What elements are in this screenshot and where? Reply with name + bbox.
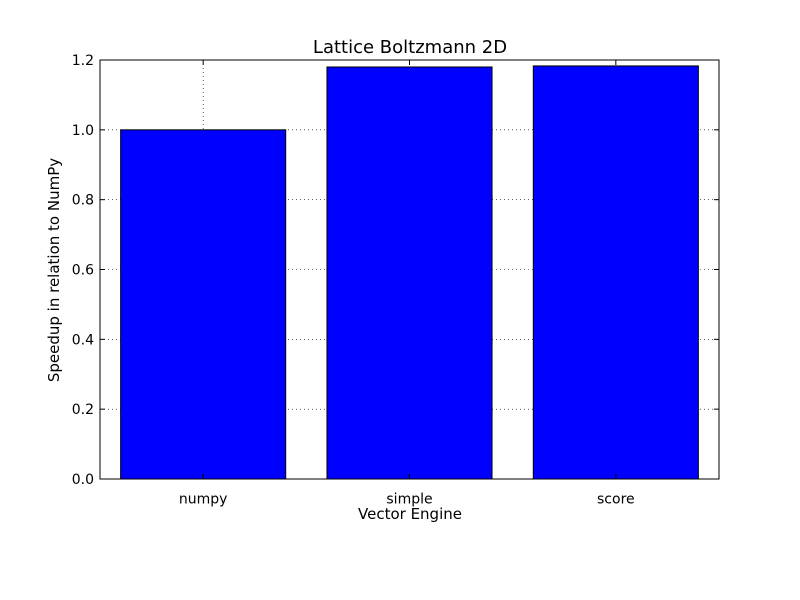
x-axis-label: Vector Engine xyxy=(358,505,462,523)
y-tick-label: 0.8 xyxy=(72,193,94,209)
y-axis-label: Speedup in relation to NumPy xyxy=(45,158,63,382)
bar-numpy xyxy=(120,129,287,480)
x-tick-label: score xyxy=(597,492,635,508)
y-tick-label: 0.2 xyxy=(72,402,94,418)
y-tick-label: 0.6 xyxy=(72,263,94,279)
bar-simple xyxy=(326,66,493,480)
y-tick-label: 0.4 xyxy=(72,332,94,348)
x-tick-label: numpy xyxy=(179,492,228,508)
bars xyxy=(120,65,699,480)
y-tick-label: 1.0 xyxy=(72,123,94,139)
y-tick-label: 1.2 xyxy=(72,53,94,69)
y-tick-label: 0.0 xyxy=(72,472,94,488)
ticks xyxy=(100,59,719,480)
chart-title: Lattice Boltzmann 2D xyxy=(313,37,507,58)
x-tick-label: simple xyxy=(386,492,432,508)
bar-score xyxy=(532,65,699,480)
tick-labels: 0.0 0.2 0.4 0.6 0.8 1.0 1.2 numpy simple score xyxy=(72,53,635,508)
